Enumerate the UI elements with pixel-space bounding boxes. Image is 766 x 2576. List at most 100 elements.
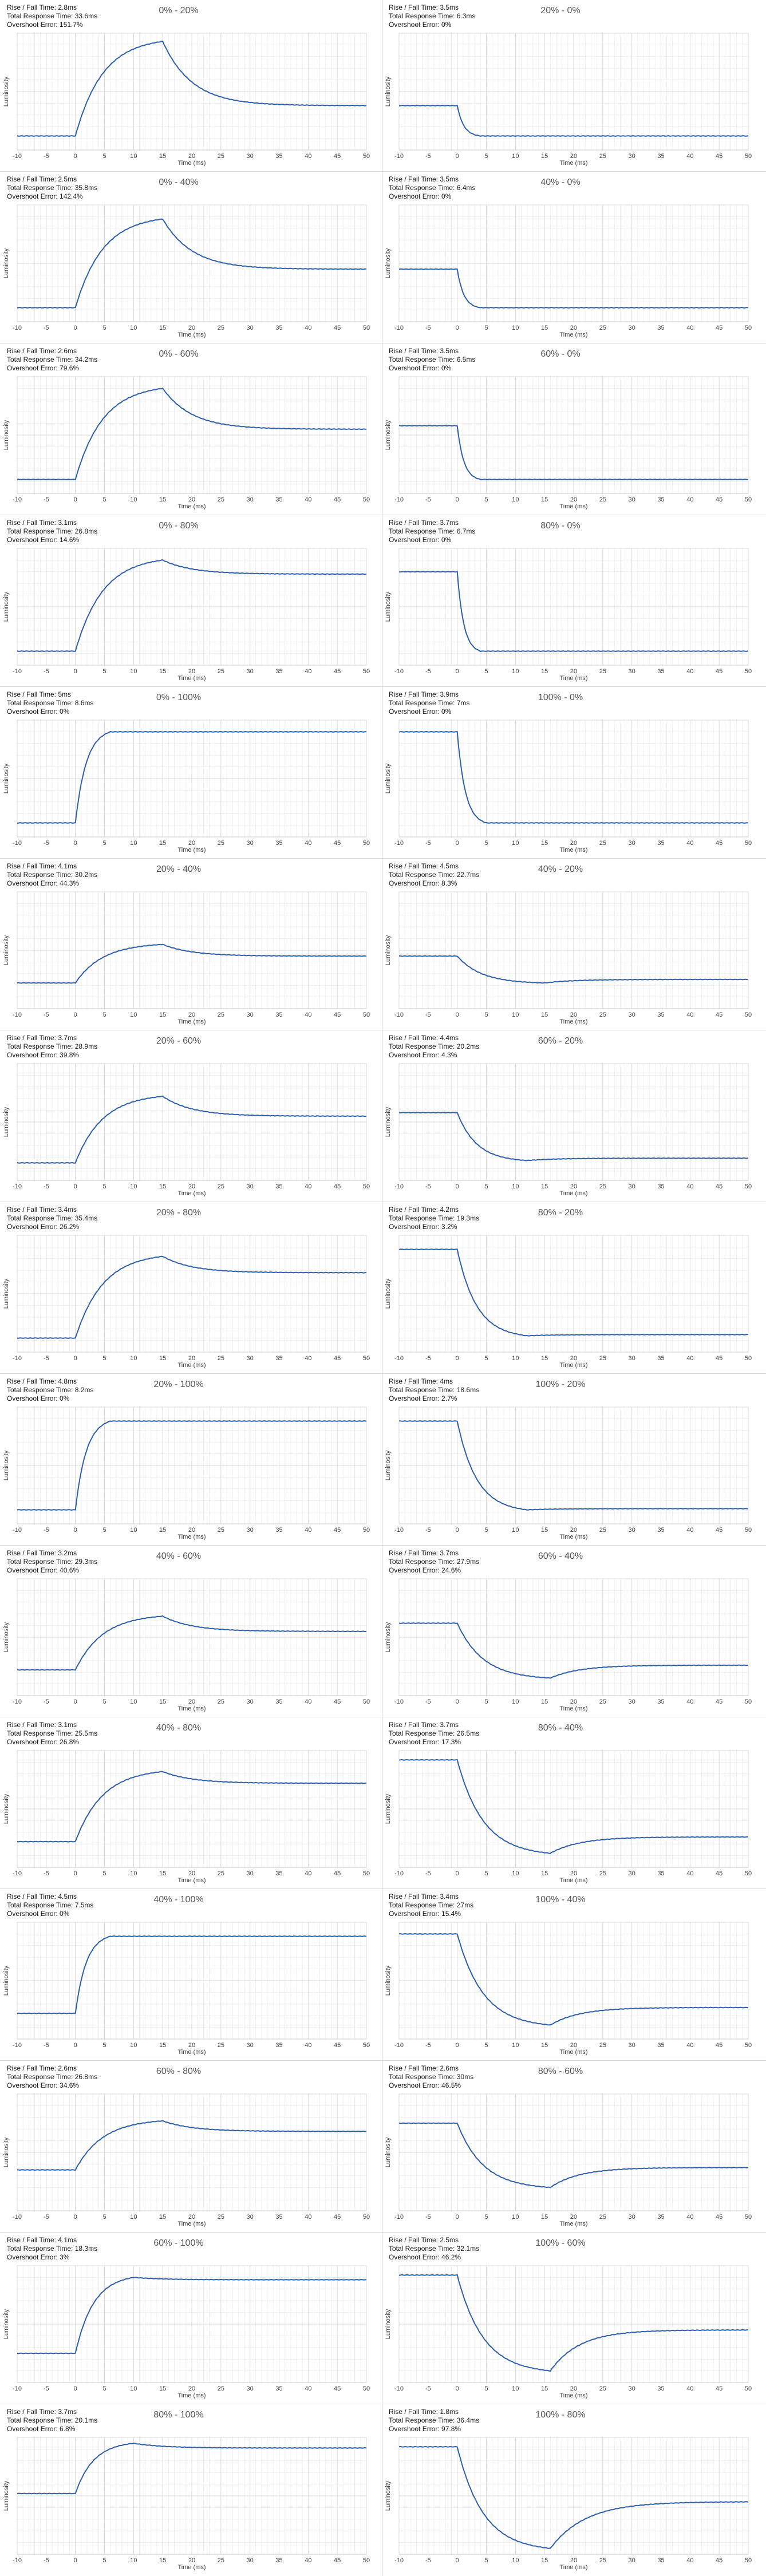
x-tick-label: 5 — [484, 2042, 488, 2049]
x-tick-label: 45 — [334, 1698, 341, 1705]
x-tick-label: 30 — [629, 1870, 635, 1877]
x-axis-label: Time (ms) — [177, 331, 206, 338]
overshoot-error: Overshoot Error: 39.8% — [7, 1051, 80, 1059]
x-tick-label: -10 — [13, 2214, 22, 2221]
x-tick-label: 0 — [456, 668, 459, 675]
overshoot-error: Overshoot Error: 142.4% — [7, 192, 83, 200]
chart-stats: Rise / Fall Time: 4.1ms Total Response Ti… — [7, 862, 97, 888]
x-tick-label: -10 — [394, 840, 404, 847]
plot-area: -10 -5 0 5 10 15 20 25 30 35 40 45 50 Time (ms) Lumino… — [385, 204, 752, 338]
chart-stats: Rise / Fall Time: 1.8ms Total Response Ti… — [389, 2408, 479, 2433]
x-axis-label: Time (ms) — [559, 1705, 587, 1712]
x-tick-label: -5 — [44, 840, 49, 847]
x-tick-label: 15 — [159, 2042, 166, 2049]
chart-stats: Rise / Fall Time: 4.5ms Total Response Ti… — [389, 862, 479, 888]
x-tick-label: 5 — [102, 2557, 106, 2564]
x-tick-label: 0 — [74, 325, 77, 331]
x-tick-label: 15 — [541, 1698, 548, 1705]
x-tick-label: 45 — [716, 1355, 722, 1362]
rise-fall-time: Rise / Fall Time: 4.5ms — [389, 862, 459, 870]
x-tick-label: 35 — [657, 1527, 664, 1534]
x-tick-label: 15 — [159, 840, 166, 847]
rise-fall-time: Rise / Fall Time: 3.5ms — [389, 347, 459, 355]
chart-title: 40% - 20% — [538, 864, 583, 874]
x-tick-label: 45 — [716, 2557, 722, 2564]
x-tick-label: 5 — [484, 2557, 488, 2564]
x-tick-label: 35 — [657, 2214, 664, 2221]
x-tick-label: 50 — [363, 2214, 370, 2221]
x-tick-label: 35 — [275, 2042, 282, 2049]
x-tick-label: 10 — [130, 1012, 137, 1018]
x-tick-label: -5 — [425, 496, 431, 503]
x-tick-label: 15 — [541, 1183, 548, 1190]
x-tick-label: 10 — [512, 1355, 519, 1362]
x-tick-label: 40 — [686, 1355, 693, 1362]
plot-area: -10 -5 0 5 10 15 20 25 30 35 40 45 50 Time (ms) Lumino… — [385, 2265, 752, 2399]
x-tick-label: 45 — [334, 1355, 341, 1362]
chart-title: 40% - 100% — [153, 1895, 204, 1905]
chart-title: 0% - 20% — [159, 6, 199, 15]
rise-fall-time: Rise / Fall Time: 3.7ms — [389, 1721, 459, 1729]
x-tick-label: 25 — [599, 2214, 606, 2221]
row-divider — [0, 2232, 766, 2233]
overshoot-error: Overshoot Error: 0% — [389, 364, 452, 372]
overshoot-error: Overshoot Error: 17.3% — [389, 1738, 461, 1746]
x-tick-label: 35 — [657, 2385, 664, 2392]
x-tick-label: -10 — [13, 1698, 22, 1705]
x-tick-label: 40 — [686, 2385, 693, 2392]
x-tick-label: -10 — [394, 1355, 404, 1362]
rise-fall-time: Rise / Fall Time: 3.5ms — [389, 3, 459, 11]
x-tick-label: 5 — [102, 1183, 106, 1190]
x-tick-label: 25 — [218, 1698, 224, 1705]
x-tick-label: 25 — [218, 840, 224, 847]
chart-stats: Rise / Fall Time: 2.6ms Total Response Ti… — [7, 2064, 97, 2090]
luminosity-series-line — [398, 955, 749, 984]
x-tick-label: 45 — [716, 153, 722, 160]
x-tick-label: 5 — [102, 1870, 106, 1877]
x-tick-label: 35 — [657, 2557, 664, 2564]
x-tick-label: 35 — [657, 325, 664, 331]
x-tick-label: 50 — [745, 1527, 752, 1534]
rise-fall-time: Rise / Fall Time: 3.7ms — [389, 1549, 459, 1557]
x-tick-label: 10 — [130, 1183, 137, 1190]
luminosity-series-line — [398, 2274, 748, 2372]
x-tick-label: 30 — [629, 1527, 635, 1534]
luminosity-series-line — [398, 2445, 749, 2549]
overshoot-error: Overshoot Error: 0% — [7, 1394, 70, 1402]
chart-panel-60-to-20: Rise / Fall Time: 4.4ms Total Response Ti… — [382, 1030, 763, 1201]
x-tick-label: 40 — [686, 1012, 693, 1018]
luminosity-series-line — [398, 1759, 749, 1854]
x-tick-label: 5 — [484, 1012, 488, 1018]
total-response-time: Total Response Time: 20.1ms — [7, 2416, 98, 2424]
x-tick-label: 0 — [74, 1012, 77, 1018]
plot-area: -10 -5 0 5 10 15 20 25 30 35 40 45 50 Time (ms) Lumino… — [385, 720, 752, 854]
overshoot-error: Overshoot Error: 97.8% — [389, 2425, 461, 2433]
x-tick-label: 40 — [305, 1012, 311, 1018]
chart-stats: Rise / Fall Time: 4.1ms Total Response Ti… — [7, 2236, 97, 2262]
x-axis-label: Time (ms) — [177, 160, 206, 167]
x-tick-label: -5 — [425, 1355, 431, 1362]
overshoot-error: Overshoot Error: 34.6% — [7, 2081, 80, 2089]
chart-panel-20-to-100: Rise / Fall Time: 4.8ms Total Response Ti… — [0, 1374, 381, 1544]
luminosity-series-line — [398, 425, 748, 480]
chart-stats: Rise / Fall Time: 2.6ms Total Response Ti… — [389, 2064, 473, 2090]
x-tick-label: -5 — [425, 153, 431, 160]
x-tick-label: 35 — [275, 1698, 282, 1705]
x-tick-label: 5 — [484, 325, 488, 331]
x-tick-label: 5 — [484, 2214, 488, 2221]
total-response-time: Total Response Time: 6.7ms — [389, 527, 476, 535]
x-tick-label: -5 — [44, 668, 49, 675]
x-tick-label: 20 — [188, 1183, 195, 1190]
x-tick-label: 5 — [484, 840, 488, 847]
x-tick-label: 25 — [218, 2385, 224, 2392]
overshoot-error: Overshoot Error: 14.6% — [7, 536, 80, 544]
x-tick-label: 5 — [102, 668, 106, 675]
total-response-time: Total Response Time: 33.6ms — [7, 12, 98, 20]
x-tick-label: 30 — [247, 1183, 254, 1190]
x-tick-label: 40 — [686, 153, 693, 160]
x-tick-label: 10 — [512, 2042, 519, 2049]
x-axis-label: Time (ms) — [177, 2221, 206, 2227]
chart-panel-80-to-40: Rise / Fall Time: 3.7ms Total Response Ti… — [382, 1717, 763, 1888]
y-axis-label: Luminosity — [3, 2309, 10, 2339]
